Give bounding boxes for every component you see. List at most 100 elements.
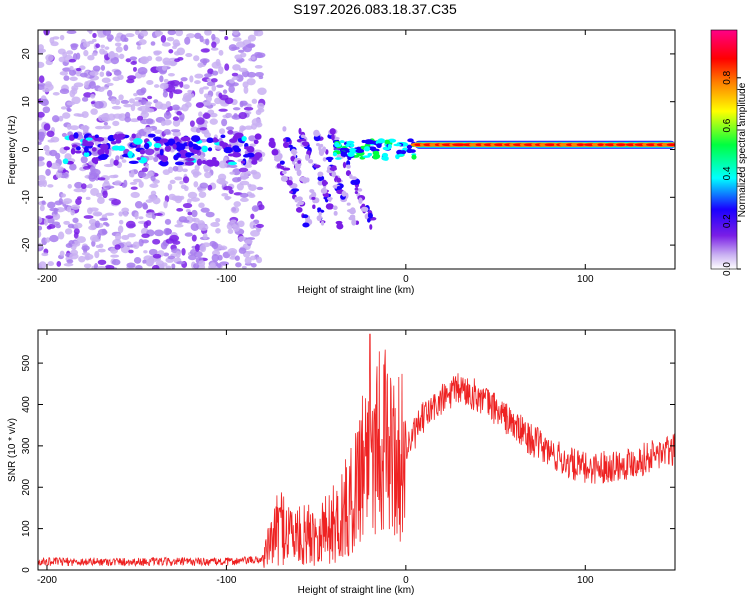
spectrogram-noise-blob xyxy=(202,242,211,248)
spectrogram-noise-blob xyxy=(222,89,228,94)
spectrogram-noise-blob xyxy=(138,238,144,247)
spectrogram-noise-blob xyxy=(161,65,168,71)
spectrogram-noise-blob xyxy=(91,240,96,247)
spectrogram-noise-blob xyxy=(184,101,192,108)
spectrogram-noise-blob xyxy=(155,56,163,62)
spectrogram-noise-blob xyxy=(229,250,236,258)
spectrogram-noise-blob xyxy=(171,129,181,133)
spectrogram-noise-blob xyxy=(229,256,237,260)
spectrogram-noise-blob xyxy=(70,204,81,210)
spectrogram-streak-blob xyxy=(280,165,285,170)
spectrogram-noise-blob xyxy=(97,177,106,181)
spectrogram-noise-blob xyxy=(49,37,55,44)
spectrogram-streak-blob xyxy=(311,196,316,200)
spectrogram-noise-blob xyxy=(231,76,239,81)
spectrogram-noise-blob xyxy=(100,64,106,71)
spectrogram-noise-blob xyxy=(211,253,219,262)
spectrogram-noise-blob xyxy=(141,233,150,238)
spectrogram-noise-blob xyxy=(193,181,199,188)
spectrogram-streak-blob xyxy=(333,210,338,216)
spectrogram-noise-blob xyxy=(225,126,235,131)
spectrogram-noise-blob xyxy=(167,30,176,36)
spectrogram-noise-blob xyxy=(111,259,121,266)
spectrogram-noise-blob xyxy=(94,125,104,130)
spectrogram-noise-blob xyxy=(163,227,172,236)
spectrogram-noise-blob xyxy=(172,116,180,121)
carrier-red xyxy=(493,143,505,147)
spectrogram-noise-blob xyxy=(38,75,45,83)
spectrogram-noise-blob xyxy=(69,253,79,260)
spectrogram-noise-blob xyxy=(253,30,261,33)
spectrogram-y-axis-label: Frequency (Hz) xyxy=(7,116,18,185)
spectrogram-noise-blob xyxy=(169,91,174,99)
spectrogram-noise-blob xyxy=(251,205,260,212)
spectrogram-noise-blob xyxy=(121,207,130,213)
spectrogram-noise-blob xyxy=(130,60,137,65)
spectrogram-convergence-blob xyxy=(363,146,371,152)
spectrogram-noise-blob xyxy=(179,195,185,200)
spectrogram-band-blob xyxy=(83,151,90,158)
spectrogram-band-blob xyxy=(201,145,209,153)
spectrogram-noise-blob xyxy=(91,52,98,57)
spectrogram-noise-blob xyxy=(198,111,203,117)
spectrogram-noise-blob xyxy=(219,128,226,135)
spectrogram-band-blob xyxy=(253,139,259,145)
spectrogram-noise-blob xyxy=(182,176,190,184)
spectrogram-noise-blob xyxy=(163,128,171,135)
spectrogram-convergence-blob xyxy=(334,157,342,160)
spectrogram-band-blob xyxy=(172,143,177,150)
spectrogram-noise-blob xyxy=(45,168,51,176)
spectrogram-noise-blob xyxy=(167,183,173,191)
spectrogram-band-blob xyxy=(206,160,216,167)
spectrogram-noise-blob xyxy=(227,228,234,234)
spectrogram-noise-blob xyxy=(121,234,130,240)
spectrogram-noise-blob xyxy=(103,180,110,184)
spectrogram-noise-blob xyxy=(121,183,127,188)
spectrogram-noise-blob xyxy=(194,80,201,85)
spectrogram-noise-blob xyxy=(73,232,79,239)
spectrogram-noise-blob xyxy=(94,250,100,259)
spectrogram-noise-blob xyxy=(142,259,147,264)
spectrogram-noise-blob xyxy=(83,49,89,57)
spectrogram-noise-blob xyxy=(138,216,144,220)
spectrogram-band-blob xyxy=(180,136,191,142)
spectrogram-noise-blob xyxy=(200,207,210,213)
spectrogram-noise-blob xyxy=(38,84,46,90)
spectrogram-streak-blob xyxy=(351,218,357,226)
spectrogram-noise-blob xyxy=(125,58,132,63)
spectrogram-noise-blob xyxy=(237,143,244,147)
spectrogram-noise-blob xyxy=(224,63,230,71)
spectrogram-band-blob xyxy=(91,147,97,152)
spectrogram-streak-blob xyxy=(316,215,322,222)
spectrogram-noise-blob xyxy=(85,196,91,200)
spectrogram-noise-blob xyxy=(133,178,142,183)
spectrogram-noise-blob xyxy=(175,30,184,37)
spectrogram-noise-blob xyxy=(218,108,228,112)
spectrogram-noise-blob xyxy=(162,57,171,65)
spectrogram-noise-blob xyxy=(91,151,100,156)
spectrogram-noise-blob xyxy=(130,191,140,198)
spectrogram-noise-blob xyxy=(221,118,228,127)
spectrogram-noise-blob xyxy=(234,54,243,60)
spectrogram-noise-blob xyxy=(41,252,49,257)
spectrogram-noise-blob xyxy=(137,171,147,178)
spectrogram-noise-blob xyxy=(102,125,112,130)
spectrogram-noise-blob xyxy=(181,248,186,256)
spectrogram-noise-blob xyxy=(244,125,253,130)
snr-y-tick-label: 300 xyxy=(21,437,32,454)
spectrogram-noise-blob xyxy=(96,196,105,205)
spectrogram-noise-blob xyxy=(144,148,155,156)
spectrogram-band-blob xyxy=(227,153,235,157)
spectrogram-streak-blob xyxy=(361,203,366,208)
carrier-red xyxy=(645,143,657,147)
colorbar-tick-label: 0.2 xyxy=(722,214,733,228)
spectrogram-noise-blob xyxy=(125,33,135,38)
spectrogram-streak-blob xyxy=(282,126,287,132)
spectrogram-band-blob xyxy=(159,138,169,143)
spectrogram-noise-blob xyxy=(39,205,45,212)
spectrogram-noise-blob xyxy=(83,215,94,219)
spectrogram-noise-blob xyxy=(199,182,209,189)
spectrogram-noise-blob xyxy=(149,183,159,188)
spectrogram-x-tick-label: -200 xyxy=(37,274,57,285)
spectrogram-noise-blob xyxy=(235,262,242,268)
